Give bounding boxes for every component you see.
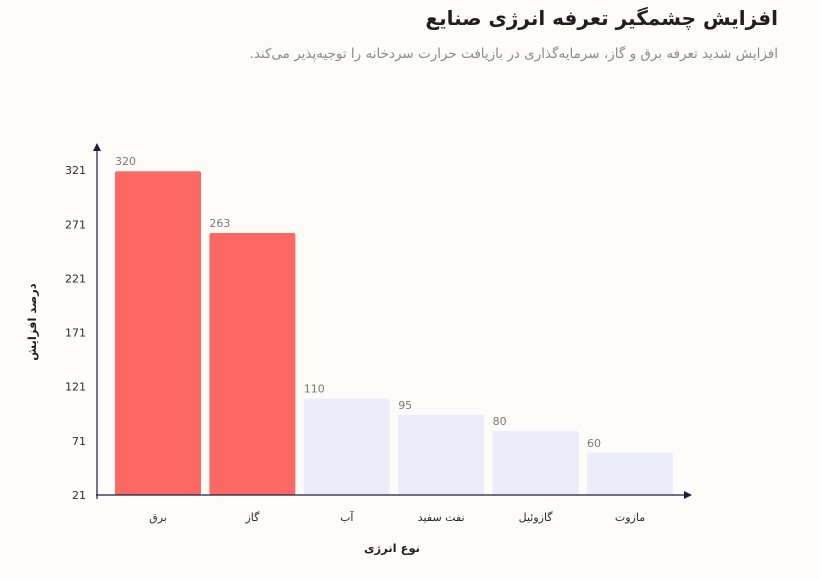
- y-tick-labels-group: 21 71 121 171 221 271 321: [65, 164, 86, 502]
- y-tick-label-0: 21: [72, 489, 86, 502]
- data-label-4: 80: [493, 415, 507, 428]
- x-tick-label-5: مازوت: [615, 511, 645, 524]
- data-label-1: 263: [209, 217, 230, 230]
- x-tick-label-1: گاز: [244, 511, 260, 524]
- bars-group: [115, 171, 673, 495]
- y-tick-label-6: 321: [65, 164, 86, 177]
- x-axis-arrow-icon: [684, 491, 692, 499]
- bar-2: [303, 398, 390, 495]
- chart-title: افزایش چشمگیر تعرفه انرژی صنایع: [425, 6, 778, 30]
- x-tick-label-3: نفت سفید: [418, 511, 465, 524]
- y-tick-label-1: 71: [72, 435, 86, 448]
- y-tick-label-5: 271: [65, 218, 86, 231]
- bar-5: [587, 452, 673, 495]
- y-axis-title: درصد افزایش: [25, 283, 39, 361]
- bar-3: [398, 414, 485, 495]
- y-tick-label-2: 121: [65, 381, 86, 394]
- bar-1: [209, 232, 296, 495]
- x-axis-title: نوع انرژی: [364, 541, 420, 556]
- data-labels-group: 320 263 110 95 80 60: [115, 155, 601, 450]
- data-label-0: 320: [115, 155, 136, 168]
- x-tick-label-4: گازوئیل: [519, 511, 554, 524]
- data-label-5: 60: [587, 437, 601, 450]
- x-tick-label-2: آب: [340, 510, 354, 524]
- y-axis-arrow-icon: [93, 143, 101, 151]
- y-tick-label-4: 221: [65, 272, 86, 285]
- bar-4: [492, 431, 579, 495]
- chart-subtitle: افزایش شدید تعرفه برق و گاز، سرمایه‌گذار…: [249, 46, 778, 62]
- data-label-2: 110: [304, 383, 325, 396]
- x-tick-labels-group: برق گاز آب نفت سفید گازوئیل مازوت: [149, 510, 645, 524]
- x-tick-label-0: برق: [149, 511, 167, 524]
- bar-0: [115, 171, 201, 495]
- y-tick-label-3: 171: [65, 327, 86, 340]
- data-label-3: 95: [398, 399, 412, 412]
